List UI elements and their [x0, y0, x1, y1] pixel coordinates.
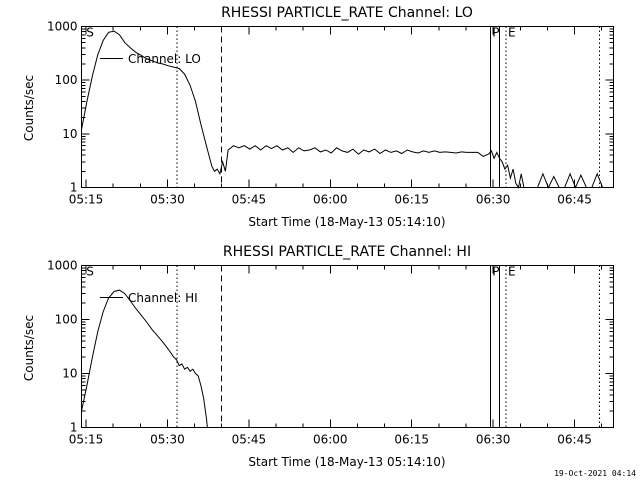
x-tick-label: 05:15 [69, 193, 104, 207]
x-axis-label-hi: Start Time (18-May-13 05:14:10) [248, 455, 445, 469]
y-tick-label: 100 [55, 313, 78, 327]
x-tick-label: 06:45 [557, 193, 592, 207]
event-marker-label: S [86, 26, 94, 40]
x-tick-label: 06:30 [476, 433, 511, 447]
y-tick-label: 1 [70, 421, 78, 435]
legend-label-lo: Channel: LO [128, 52, 201, 66]
y-tick-label: 1 [70, 181, 78, 195]
x-axis-label-lo: Start Time (18-May-13 05:14:10) [248, 215, 445, 229]
x-tick-label: 06:45 [557, 433, 592, 447]
legend-label-hi: Channel: HI [128, 291, 198, 305]
event-marker-label: P [492, 265, 499, 279]
x-tick-label: 05:45 [232, 433, 267, 447]
event-marker-label: P [492, 26, 499, 40]
x-tick-label: 06:15 [394, 433, 429, 447]
chart-title-lo: RHESSI PARTICLE_RATE Channel: LO [221, 5, 473, 21]
y-axis-label-lo: Counts/sec [22, 75, 36, 141]
y-axis-label-hi: Counts/sec [22, 315, 36, 381]
footer-date: 19-Oct-2021 04:14 [554, 469, 636, 478]
event-marker-label: E [508, 26, 516, 40]
x-tick-label: 06:00 [313, 433, 348, 447]
x-tick-label: 05:45 [232, 193, 267, 207]
plot-frame-hi [81, 265, 614, 428]
y-tick-label: 1000 [47, 20, 78, 34]
panel-hi: RHESSI PARTICLE_RATE Channel: HI Start T… [22, 244, 614, 469]
series-line-lo [81, 30, 604, 189]
plot-frame-lo [81, 26, 614, 188]
event-marker-label: E [508, 265, 516, 279]
event-marker-label: S [86, 265, 94, 279]
x-tick-label: 05:15 [69, 433, 104, 447]
chart-title-hi: RHESSI PARTICLE_RATE Channel: HI [223, 244, 471, 260]
y-tick-label: 1000 [47, 259, 78, 273]
x-tick-label: 05:30 [150, 433, 185, 447]
y-tick-label: 100 [55, 73, 78, 87]
x-tick-label: 05:30 [150, 193, 185, 207]
y-tick-label: 10 [62, 127, 77, 141]
x-tick-label: 06:00 [313, 193, 348, 207]
x-tick-label: 06:30 [476, 193, 511, 207]
y-tick-label: 10 [62, 367, 77, 381]
x-tick-label: 06:15 [394, 193, 429, 207]
series-line-hi [81, 289, 208, 428]
panel-lo: RHESSI PARTICLE_RATE Channel: LO Start T… [22, 5, 614, 229]
